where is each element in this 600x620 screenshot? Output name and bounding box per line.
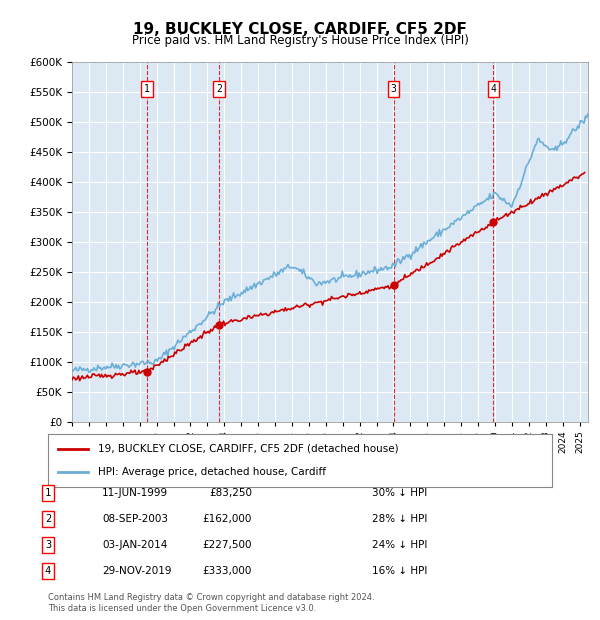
Text: 16% ↓ HPI: 16% ↓ HPI	[372, 566, 427, 576]
Text: 4: 4	[45, 566, 51, 576]
Text: £83,250: £83,250	[209, 488, 252, 498]
Text: 19, BUCKLEY CLOSE, CARDIFF, CF5 2DF: 19, BUCKLEY CLOSE, CARDIFF, CF5 2DF	[133, 22, 467, 37]
Text: 24% ↓ HPI: 24% ↓ HPI	[372, 540, 427, 550]
Text: HPI: Average price, detached house, Cardiff: HPI: Average price, detached house, Card…	[98, 467, 326, 477]
Text: 3: 3	[391, 84, 397, 94]
Text: 08-SEP-2003: 08-SEP-2003	[102, 514, 168, 524]
Text: 1: 1	[144, 84, 150, 94]
Text: 3: 3	[45, 540, 51, 550]
Text: 19, BUCKLEY CLOSE, CARDIFF, CF5 2DF (detached house): 19, BUCKLEY CLOSE, CARDIFF, CF5 2DF (det…	[98, 444, 399, 454]
Text: 29-NOV-2019: 29-NOV-2019	[102, 566, 172, 576]
Text: £333,000: £333,000	[203, 566, 252, 576]
Text: Price paid vs. HM Land Registry's House Price Index (HPI): Price paid vs. HM Land Registry's House …	[131, 34, 469, 47]
Text: 4: 4	[490, 84, 496, 94]
Text: 03-JAN-2014: 03-JAN-2014	[102, 540, 167, 550]
Text: 2: 2	[216, 84, 222, 94]
Text: 28% ↓ HPI: 28% ↓ HPI	[372, 514, 427, 524]
Text: £162,000: £162,000	[203, 514, 252, 524]
Text: £227,500: £227,500	[203, 540, 252, 550]
Text: 11-JUN-1999: 11-JUN-1999	[102, 488, 168, 498]
Text: Contains HM Land Registry data © Crown copyright and database right 2024.
This d: Contains HM Land Registry data © Crown c…	[48, 593, 374, 613]
Text: 1: 1	[45, 488, 51, 498]
Text: 2: 2	[45, 514, 51, 524]
Text: 30% ↓ HPI: 30% ↓ HPI	[372, 488, 427, 498]
